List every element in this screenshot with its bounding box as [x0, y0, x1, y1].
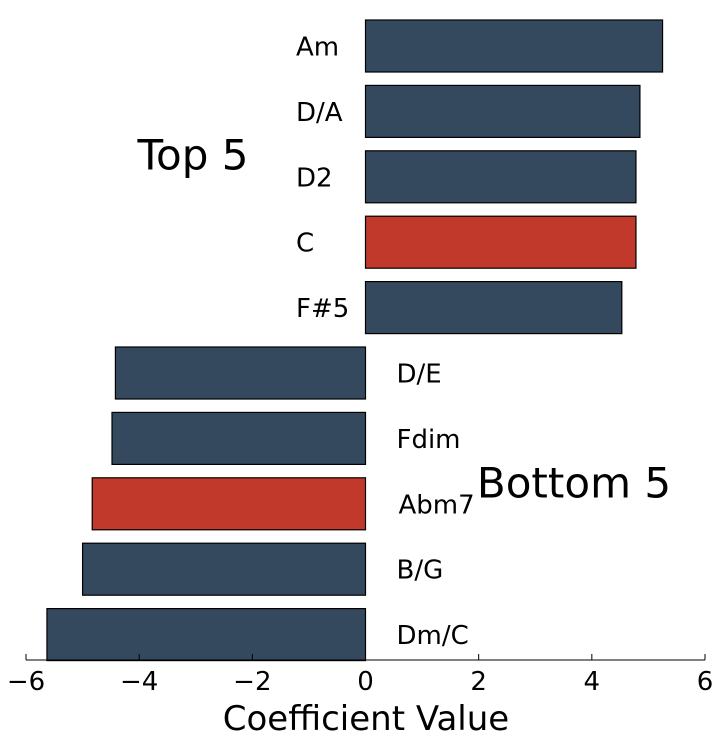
x-tick-label: −4 [120, 667, 158, 697]
bar-d-a [364, 84, 641, 139]
bar-am [364, 19, 664, 73]
bar-d2 [364, 150, 637, 204]
x-tick-label: 4 [584, 667, 601, 697]
bar-label: Am [296, 33, 339, 63]
annotation-top: Top 5 [137, 131, 249, 180]
bar-f-5 [364, 281, 623, 335]
x-axis: −6 −4 −2 0 2 4 6 [7, 654, 713, 697]
x-tick-label: 6 [697, 667, 714, 697]
bar-label: Abm7 [399, 490, 475, 520]
annotation-bottom: Bottom 5 [477, 459, 671, 508]
x-tick-label: −2 [233, 667, 271, 697]
bar-label: D/A [296, 98, 343, 128]
bars-layer [46, 19, 664, 662]
bar-label: B/G [397, 556, 444, 586]
bar-dm-c [46, 607, 367, 662]
bar-label: Fdim [397, 425, 461, 455]
bar-fdim [111, 411, 367, 465]
bar-label: Dm/C [397, 621, 469, 651]
bar-c [364, 215, 637, 269]
bar-labels-layer: Am D/A D2 C F#5 D/E Fdim Abm7 B/G Dm/C [296, 33, 475, 652]
bar-b-g [81, 542, 367, 596]
bar-d-e [114, 346, 367, 400]
x-tick-label: 0 [357, 667, 374, 697]
x-axis-title: Coefficient Value [223, 699, 509, 739]
bar-abm7 [91, 477, 367, 531]
bar-label: C [296, 229, 314, 259]
x-tick-label: −6 [7, 667, 45, 697]
bar-label: F#5 [296, 294, 349, 324]
bar-label: D/E [397, 360, 442, 390]
x-tick-label: 2 [470, 667, 487, 697]
bar-label: D2 [296, 163, 333, 193]
